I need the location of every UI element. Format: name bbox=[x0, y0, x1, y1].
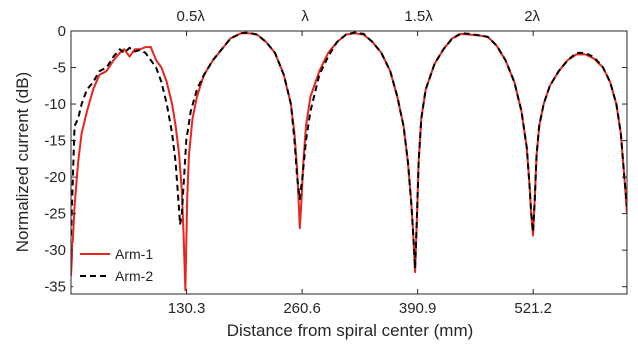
x-axis: 130.3 260.6 390.9 521.2 bbox=[168, 31, 552, 317]
y-tick-label: -5 bbox=[53, 60, 66, 77]
x-tick-label: 390.9 bbox=[399, 300, 437, 317]
axes-box bbox=[70, 30, 628, 295]
x-axis-label: Distance from spiral center (mm) bbox=[227, 321, 474, 340]
legend-label-arm-1: Arm-1 bbox=[115, 246, 153, 262]
y-tick-label: 0 bbox=[58, 23, 66, 40]
top-tick-label: 2λ bbox=[524, 8, 540, 25]
top-tick-label: 0.5λ bbox=[177, 8, 206, 25]
y-axis: 0 -5 -10 -15 -20 -25 -30 -35 bbox=[44, 23, 627, 296]
y-tick-label: -20 bbox=[44, 169, 66, 186]
top-tick-label: λ bbox=[301, 8, 309, 25]
y-axis-label: Normalized current (dB) bbox=[13, 72, 32, 252]
y-tick-label: -10 bbox=[44, 96, 66, 113]
legend-box bbox=[73, 243, 165, 290]
legend-label-arm-2: Arm-2 bbox=[115, 268, 153, 284]
top-tick-label: 1.5λ bbox=[404, 8, 433, 25]
x-tick-label: 521.2 bbox=[514, 300, 552, 317]
y-tick-label: -30 bbox=[44, 242, 66, 259]
x-tick-label: 130.3 bbox=[168, 300, 206, 317]
x-tick-label: 260.6 bbox=[283, 300, 321, 317]
wavelength-labels: 0.5λ λ 1.5λ 2λ bbox=[177, 8, 541, 25]
series-layer bbox=[71, 31, 627, 292]
legend: Arm-1 Arm-2 bbox=[73, 243, 165, 290]
series-line-arm-1 bbox=[71, 32, 627, 292]
plot-area bbox=[70, 30, 628, 295]
y-tick-label: -15 bbox=[44, 133, 66, 150]
y-tick-label: -25 bbox=[44, 206, 66, 223]
series-line-arm-2 bbox=[71, 31, 627, 270]
y-tick-label: -35 bbox=[44, 279, 66, 296]
